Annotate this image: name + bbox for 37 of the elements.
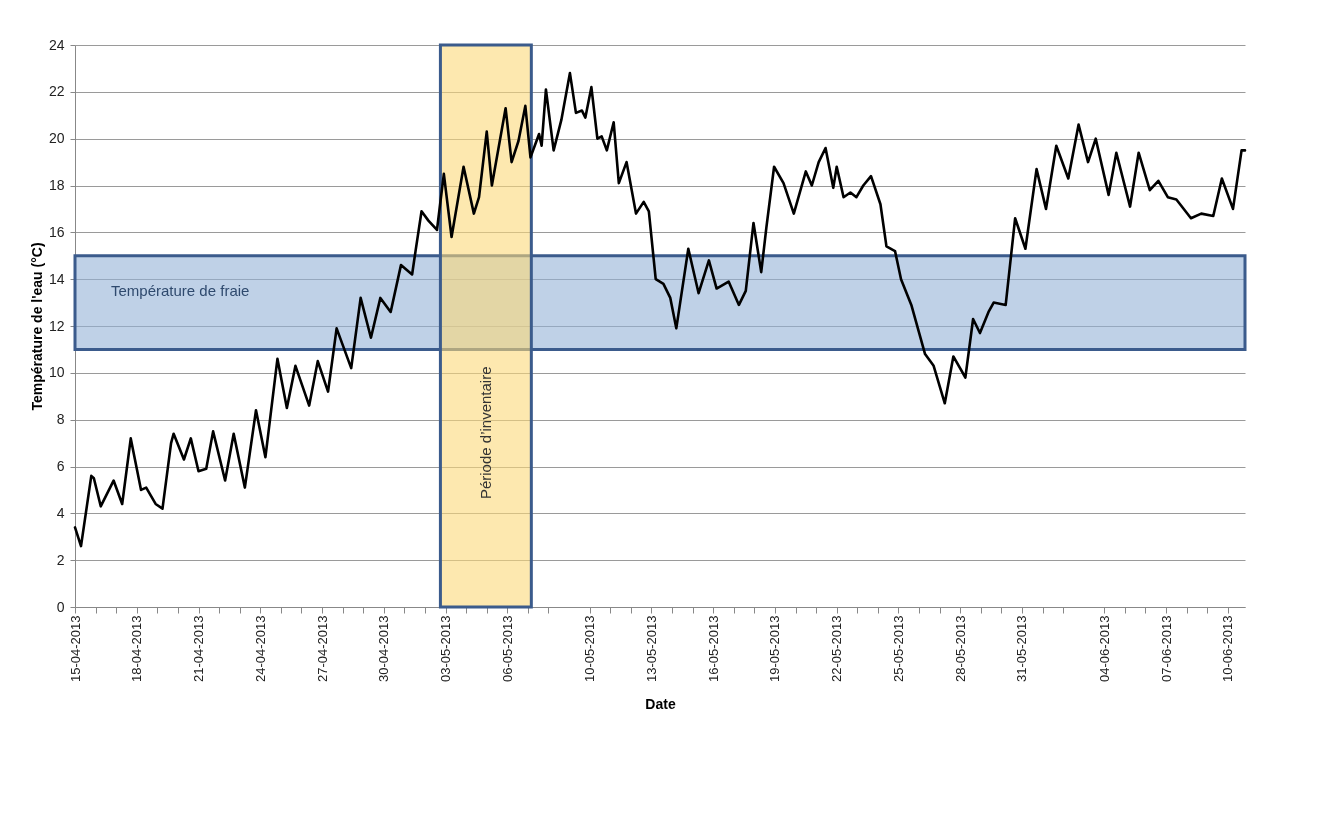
x-tick-label: 06-05-2013 xyxy=(499,615,515,682)
x-tick-label: 04-06-2013 xyxy=(1096,615,1112,682)
line-series xyxy=(73,71,1247,548)
x-tick-label: 30-04-2013 xyxy=(376,615,392,682)
x-tick-label: 21-04-2013 xyxy=(191,615,207,682)
x-tick-label: 10-06-2013 xyxy=(1220,615,1236,682)
y-tick-label: 16 xyxy=(48,223,65,240)
x-tick-label: 16-05-2013 xyxy=(705,615,721,682)
y-tick-label: 22 xyxy=(48,83,65,100)
x-tick-label: 19-05-2013 xyxy=(767,615,783,682)
x-tick-label: 03-05-2013 xyxy=(438,615,454,682)
x-tick-label: 28-05-2013 xyxy=(952,615,968,682)
band-label: Période d’inventaire xyxy=(476,366,494,500)
x-tick-label: 07-06-2013 xyxy=(1158,615,1174,682)
band-label: Température de fraie xyxy=(111,282,250,300)
y-tick-label: 18 xyxy=(48,177,65,193)
x-axis-title: Date xyxy=(645,696,676,712)
y-tick-label: 12 xyxy=(48,317,65,334)
y-axis-title: Température de l'eau (°C) xyxy=(28,242,45,411)
x-tick-label: 27-04-2013 xyxy=(314,615,330,682)
y-tick-label: 20 xyxy=(48,130,65,147)
y-tick-label: 0 xyxy=(56,598,65,615)
x-tick-label: 15-04-2013 xyxy=(67,615,83,682)
x-tick-label: 10-05-2013 xyxy=(582,615,598,682)
x-tick-label: 13-05-2013 xyxy=(643,615,659,682)
y-tick-label: 8 xyxy=(56,411,65,428)
x-tick-label: 31-05-2013 xyxy=(1014,615,1030,682)
y-tick-label: 4 xyxy=(56,504,65,521)
y-tick-label: 24 xyxy=(48,36,65,53)
y-tick-label: 6 xyxy=(56,458,65,474)
x-tick-label: 22-05-2013 xyxy=(829,615,845,682)
y-tick-label: 10 xyxy=(48,364,65,381)
y-tick-label: 14 xyxy=(48,270,65,287)
x-tick-label: 24-04-2013 xyxy=(252,615,268,682)
y-tick-label: 2 xyxy=(56,551,65,568)
x-tick-label: 18-04-2013 xyxy=(129,615,145,682)
x-tick-label: 25-05-2013 xyxy=(890,615,906,682)
